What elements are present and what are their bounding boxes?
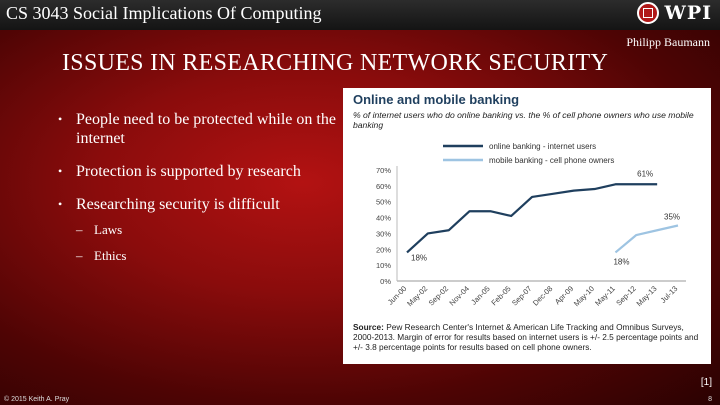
bullet-icon: • — [58, 112, 63, 126]
bullet-text: People need to be protected while on the… — [76, 111, 336, 147]
bullet-item: • Researching security is difficult — [58, 195, 340, 214]
sub-bullet-item: – Ethics — [76, 248, 340, 264]
bullet-icon: • — [58, 164, 63, 178]
source-text: Pew Research Center's Internet & America… — [353, 322, 699, 352]
y-tick-label: 20% — [376, 245, 391, 254]
line-chart: 0%10%20%30%40%50%60%70%Jun-00May-02Sep-0… — [376, 142, 686, 308]
chart-subtitle: % of internet users who do online bankin… — [353, 110, 694, 130]
x-tick-label: Feb-05 — [489, 284, 512, 307]
bullet-item: • Protection is supported by research — [58, 162, 340, 181]
bullet-icon: • — [58, 197, 63, 211]
slide-title: ISSUES IN RESEARCHING NETWORK SECURITY — [62, 50, 609, 76]
x-tick-label: May-11 — [593, 284, 617, 308]
source-label: Source: — [353, 322, 384, 332]
seal-icon — [637, 2, 660, 24]
x-tick-label: Sep-02 — [427, 284, 450, 307]
chart-card: Online and mobile banking % of internet … — [343, 88, 711, 364]
series-line — [406, 183, 658, 254]
sub-bullet-text: Ethics — [94, 248, 127, 263]
sub-bullet-item: – Laws — [76, 222, 340, 238]
x-tick-label: Sep-07 — [510, 284, 533, 307]
series-line — [614, 224, 679, 254]
header-bar: CS 3043 Social Implications Of Computing… — [0, 0, 720, 30]
reference-marker: [1] — [700, 377, 712, 388]
x-tick-label: Dec-08 — [531, 284, 554, 307]
x-tick-label: May-10 — [572, 284, 596, 308]
dash-icon: – — [76, 248, 83, 263]
bullet-text: Researching security is difficult — [76, 196, 280, 213]
chart-source: Source: Pew Research Center's Internet &… — [353, 322, 705, 352]
logo-text: WPI — [664, 2, 712, 24]
legend-label: mobile banking - cell phone owners — [489, 156, 614, 165]
x-tick-label: May-02 — [405, 284, 429, 308]
data-label: 18% — [613, 257, 629, 266]
x-tick-label: May-13 — [635, 284, 659, 308]
y-tick-label: 40% — [376, 214, 391, 223]
sub-bullet-text: Laws — [94, 222, 123, 237]
data-label: 61% — [637, 169, 653, 178]
copyright: © 2015 Keith A. Pray — [4, 396, 70, 403]
x-tick-label: Sep-12 — [614, 284, 637, 307]
x-tick-label: Jul-13 — [659, 284, 680, 305]
y-tick-label: 60% — [376, 182, 391, 191]
legend-label: online banking - internet users — [489, 142, 596, 151]
bullet-text: Protection is supported by research — [76, 163, 301, 180]
y-tick-label: 50% — [376, 198, 391, 207]
y-tick-label: 0% — [380, 277, 391, 286]
x-tick-label: Jun-00 — [386, 284, 409, 307]
dash-icon: – — [76, 222, 83, 237]
y-tick-label: 30% — [376, 229, 391, 238]
data-label: 18% — [411, 253, 427, 262]
bullet-item: • People need to be protected while on t… — [58, 110, 340, 148]
y-tick-label: 70% — [376, 166, 391, 175]
x-tick-label: Nov-04 — [447, 284, 470, 307]
x-tick-label: Jan-05 — [469, 284, 492, 307]
data-label: 35% — [664, 213, 680, 222]
chart-title: Online and mobile banking — [353, 92, 520, 107]
y-tick-label: 10% — [376, 261, 391, 270]
course-title: CS 3043 Social Implications Of Computing — [6, 3, 322, 23]
bullet-list: • People need to be protected while on t… — [58, 110, 340, 280]
wpi-logo: WPI — [637, 2, 712, 24]
page-number: 8 — [708, 396, 712, 403]
author-name: Philipp Baumann — [626, 35, 710, 49]
